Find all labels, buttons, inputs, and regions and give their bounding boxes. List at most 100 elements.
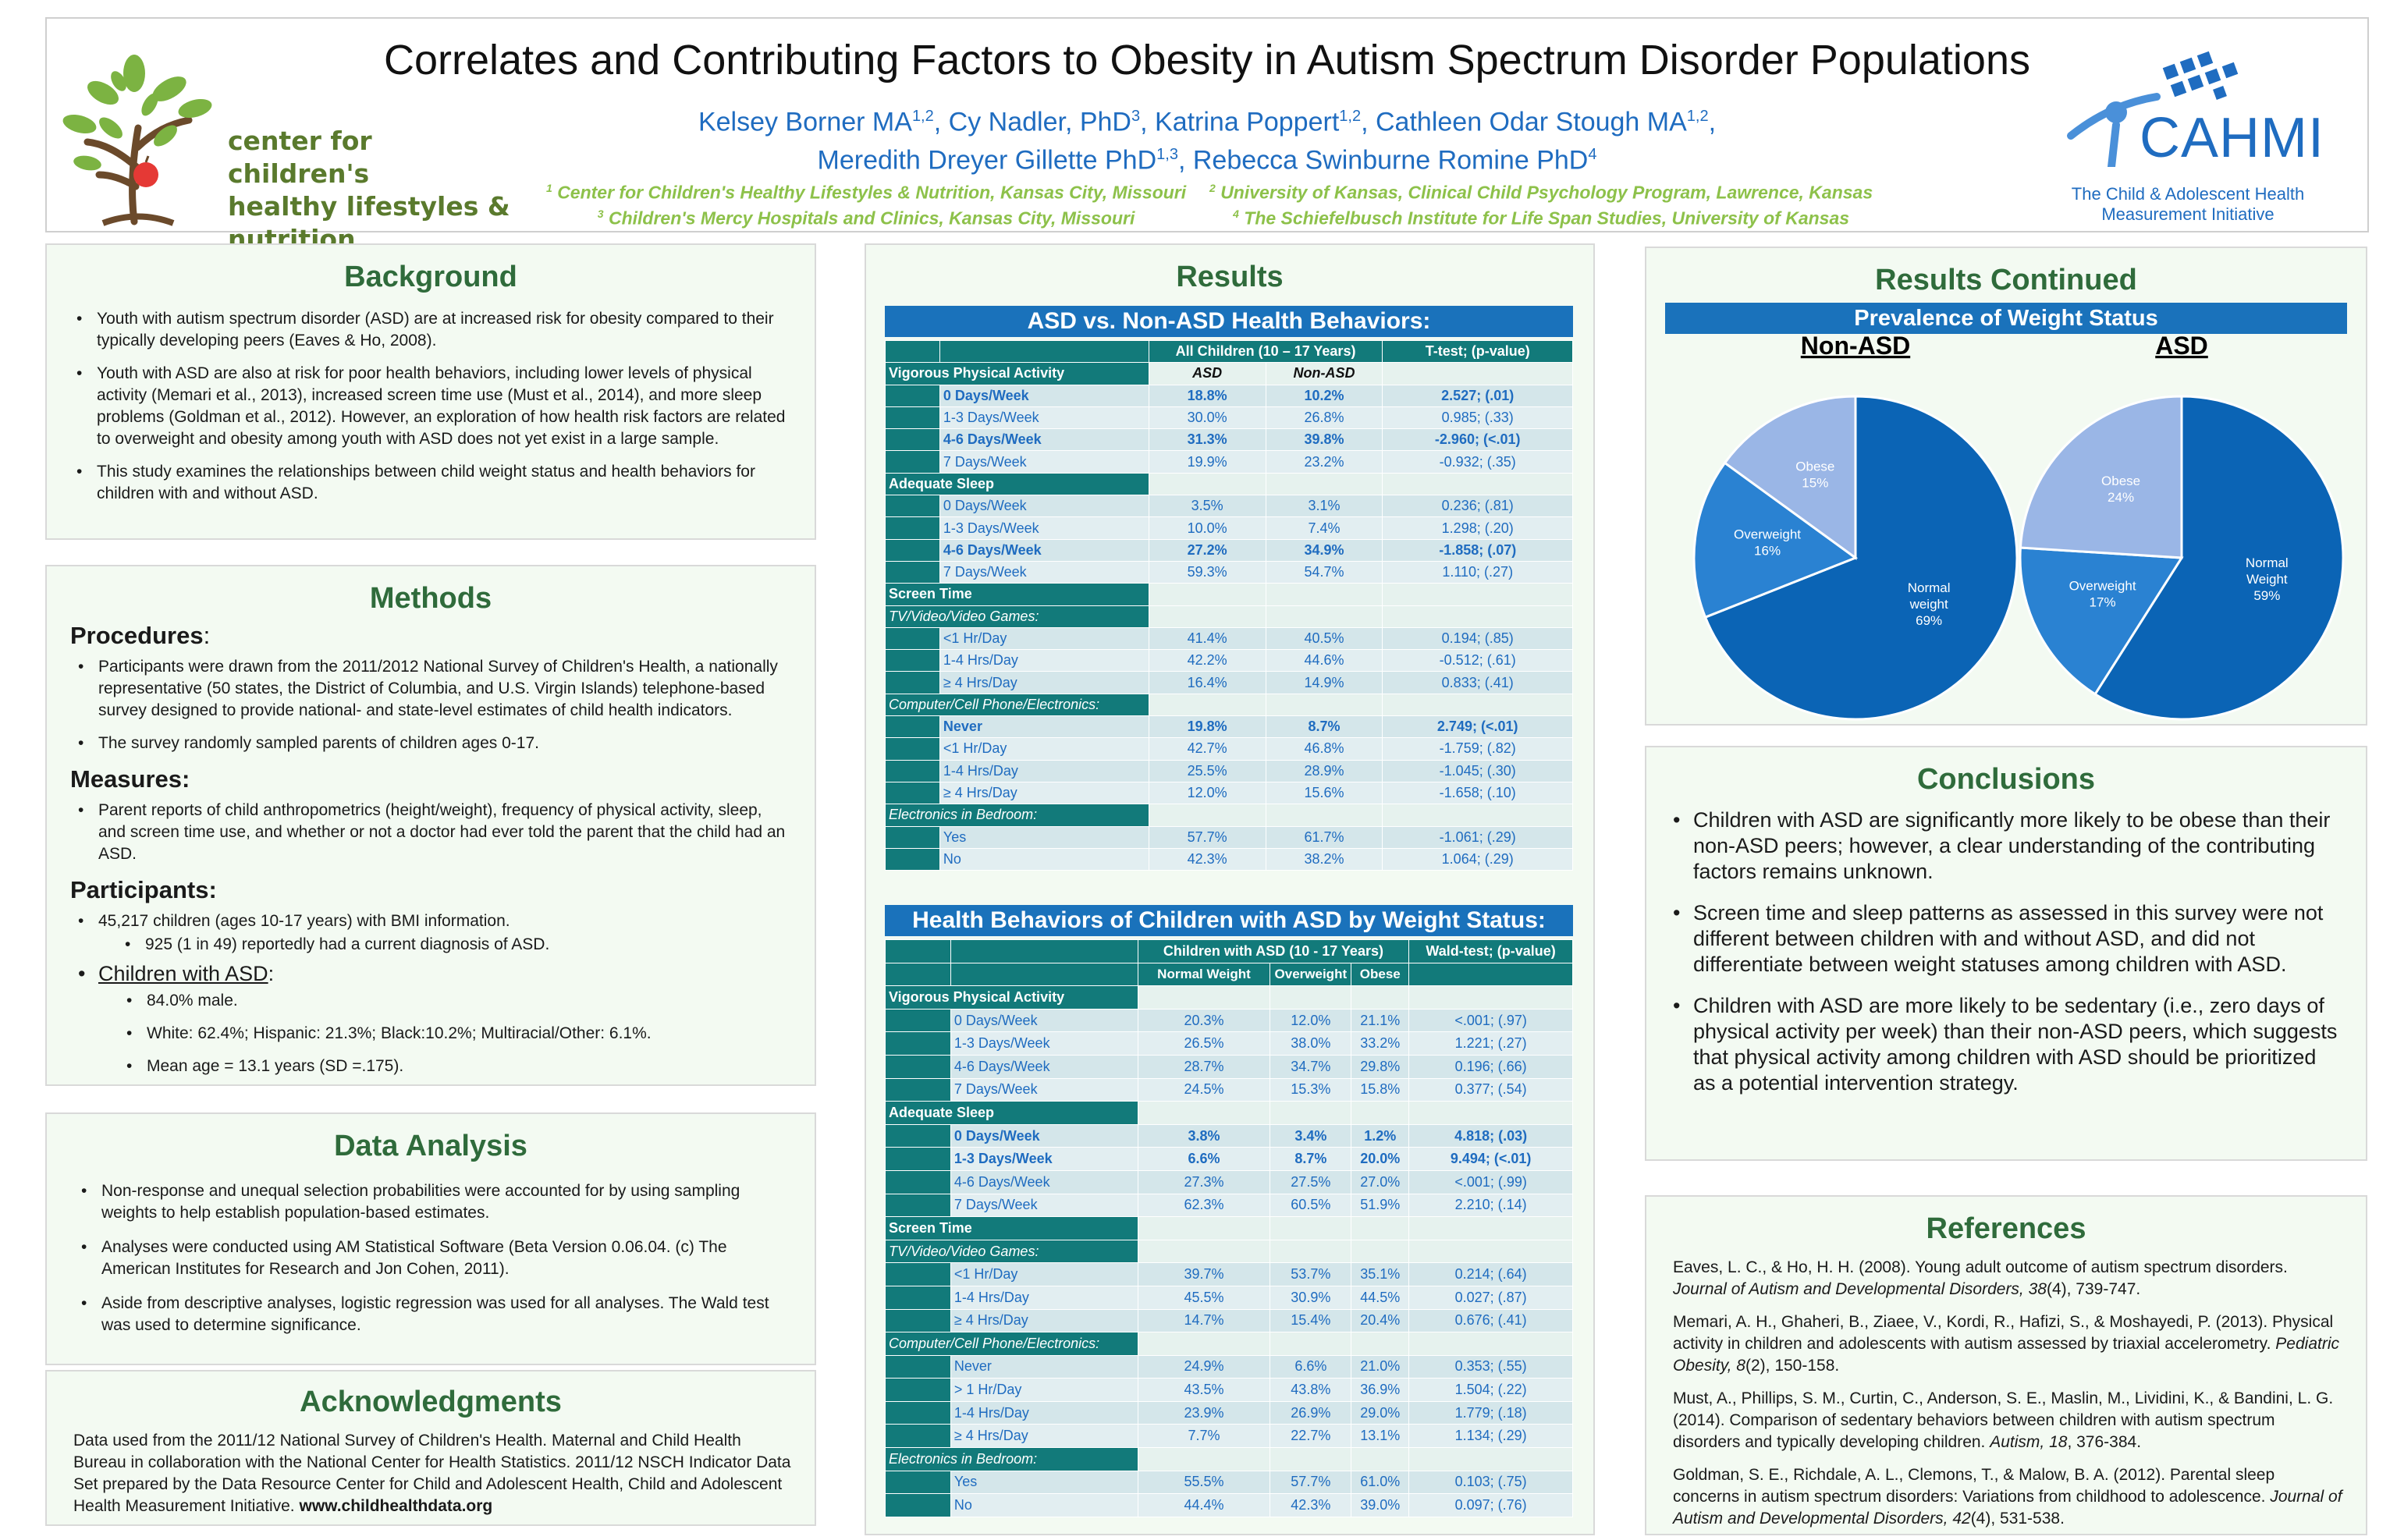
data-cell: 10.0%	[1148, 516, 1266, 540]
author-affiliation-mark: 4	[1588, 146, 1597, 164]
weight-status-bar: Prevalence of Weight Status	[1665, 303, 2347, 334]
blank-cell	[1351, 1239, 1410, 1264]
reference-item: Memari, A. H., Ghaheri, B., Ziaee, V., K…	[1673, 1311, 2342, 1377]
data-cell: 42.3%	[1270, 1493, 1352, 1517]
row-marker	[885, 847, 940, 871]
background-list: Youth with autism spectrum disorder (ASD…	[72, 308, 791, 505]
reference-pages: (2), 150-158.	[1745, 1357, 1840, 1375]
section-label: Screen Time	[885, 1216, 1138, 1240]
data-cell: 15.8%	[1351, 1077, 1410, 1102]
affiliation-number: 2	[1209, 182, 1216, 194]
row-marker	[885, 1424, 951, 1449]
row-marker	[885, 560, 940, 584]
data-cell: 0.833; (.41)	[1382, 671, 1573, 694]
row-label: ≥ 4 Hrs/Day	[939, 671, 1149, 694]
tagline-line: Measurement Initiative	[2101, 204, 2274, 224]
analysis-list: Non-response and unequal selection proba…	[76, 1180, 791, 1336]
blank-cell	[1137, 1216, 1271, 1240]
row-marker	[885, 1378, 951, 1402]
data-cell: 34.7%	[1270, 1054, 1352, 1079]
asd-vs-nonasd-table: All Children (10 – 17 Years) T-test; (p-v…	[885, 339, 1573, 871]
cahmi-tagline: The Child & Adolescent Health Measuremen…	[2047, 184, 2328, 225]
blank-cell	[1382, 804, 1573, 827]
row-marker	[885, 781, 940, 805]
data-cell: 35.1%	[1351, 1262, 1410, 1286]
data-cell: 30.9%	[1270, 1285, 1352, 1310]
row-label: No	[939, 847, 1149, 871]
table-row: <1 Hr/Day 42.7% 46.8% -1.759; (.82)	[885, 737, 1573, 761]
tagline-line: The Child & Adolescent Health	[2071, 184, 2305, 204]
weight-status-pie-charts: Non-ASD Normal weight 69% Overweight 16% Obese…	[1692, 335, 2345, 721]
data-cell: 27.0%	[1351, 1169, 1410, 1194]
cahmi-figure-icon	[2067, 51, 2239, 167]
data-cell: 26.8%	[1265, 406, 1383, 430]
section-label: Screen Time	[885, 583, 1149, 606]
data-cell: 27.3%	[1137, 1169, 1271, 1194]
row-marker	[885, 825, 940, 849]
row-label: 1-4 Hrs/Day	[950, 1400, 1138, 1425]
row-label: Yes	[939, 825, 1149, 849]
reference-text: Eaves, L. C., & Ho, H. H. (2008). Young …	[1673, 1258, 2288, 1276]
affiliation-text: University of Kansas, Clinical Child Psy…	[1220, 182, 1873, 203]
row-label: No	[950, 1493, 1138, 1517]
data-cell: 0.196; (.66)	[1408, 1054, 1573, 1079]
data-cell: 1.064; (.29)	[1382, 847, 1573, 871]
row-label: 1-4 Hrs/Day	[950, 1285, 1138, 1310]
row-marker	[885, 1262, 951, 1286]
row-marker	[885, 495, 940, 518]
section-label: TV/Video/Video Games:	[885, 1239, 1138, 1264]
data-cell: 20.4%	[1351, 1308, 1410, 1333]
blank-cell	[1270, 1332, 1352, 1356]
author-affiliation-mark: 1,2	[1686, 108, 1709, 125]
row-label: Never	[950, 1354, 1138, 1379]
pie-slice	[1692, 461, 1859, 619]
table-header-row: Children with ASD (10 - 17 Years) Wald-te…	[885, 939, 1573, 963]
data-cell: 1.2%	[1351, 1123, 1410, 1148]
data-cell: 31.3%	[1148, 428, 1266, 452]
data-cell: 18.8%	[1148, 384, 1266, 407]
section-row: TV/Video/Video Games:	[885, 1239, 1573, 1264]
participants-list: 45,217 children (ages 10-17 years) with …	[73, 910, 791, 987]
blank-cell	[1351, 1101, 1410, 1125]
background-panel: Background Youth with autism spectrum di…	[45, 243, 816, 540]
logo-line: center for children's	[228, 126, 372, 189]
row-marker	[885, 737, 940, 761]
table-row: 1-3 Days/Week 10.0% 7.4% 1.298; (.20)	[885, 516, 1573, 540]
table-row: ≥ 4 Hrs/Day 14.7% 15.4% 20.4% 0.676; (.41)	[885, 1308, 1573, 1333]
list-item: Children with ASD:	[73, 960, 791, 987]
cahmi-name: CAHMI	[2140, 107, 2324, 169]
blank-cell	[1137, 1239, 1271, 1264]
reference-pages: (4), 739-747.	[2046, 1280, 2141, 1298]
data-cell: 26.9%	[1270, 1400, 1352, 1425]
data-cell: 0.985; (.33)	[1382, 406, 1573, 430]
list-item: 925 (1 in 49) reportedly had a current d…	[120, 934, 791, 956]
data-cell: 29.8%	[1351, 1054, 1410, 1079]
table-subheader-row: Vigorous Physical Activity ASD Non-ASD	[885, 362, 1573, 385]
row-label: 7 Days/Week	[939, 450, 1149, 474]
section-row: Adequate Sleep	[885, 1101, 1573, 1125]
affiliation-number: 4	[1233, 207, 1239, 220]
pie-slice	[1723, 395, 1857, 560]
row-marker	[885, 1077, 951, 1102]
list-item: Screen time and sleep patterns as assess…	[1668, 900, 2342, 978]
affiliation-text: The Schiefelbusch Institute for Life Spa…	[1244, 208, 1850, 229]
pie-slice-label: Overweight 17%	[2069, 579, 2136, 610]
table-header-row: All Children (10 – 17 Years) T-test; (p-v…	[885, 339, 1573, 364]
row-label: 4-6 Days/Week	[939, 538, 1149, 562]
header-blank	[950, 939, 1138, 963]
data-cell: 3.8%	[1137, 1123, 1271, 1148]
header-blank	[939, 339, 1149, 364]
data-cell: 44.4%	[1137, 1493, 1271, 1517]
data-cell: 34.9%	[1265, 538, 1383, 562]
row-marker	[885, 1008, 951, 1033]
data-cell: 60.5%	[1270, 1193, 1352, 1218]
data-cell: 0.377; (.54)	[1408, 1077, 1573, 1102]
data-cell: 39.7%	[1137, 1262, 1271, 1286]
row-marker	[885, 428, 940, 452]
data-cell: <.001; (.99)	[1408, 1169, 1573, 1194]
ack-link[interactable]: www.childhealthdata.org	[299, 1497, 493, 1515]
blank-cell	[1148, 583, 1266, 606]
list-item: Children with ASD are more likely to be …	[1668, 993, 2342, 1096]
affiliations-right: 2 University of Kansas, Clinical Child P…	[1209, 178, 1873, 229]
data-cell: 44.6%	[1265, 649, 1383, 672]
